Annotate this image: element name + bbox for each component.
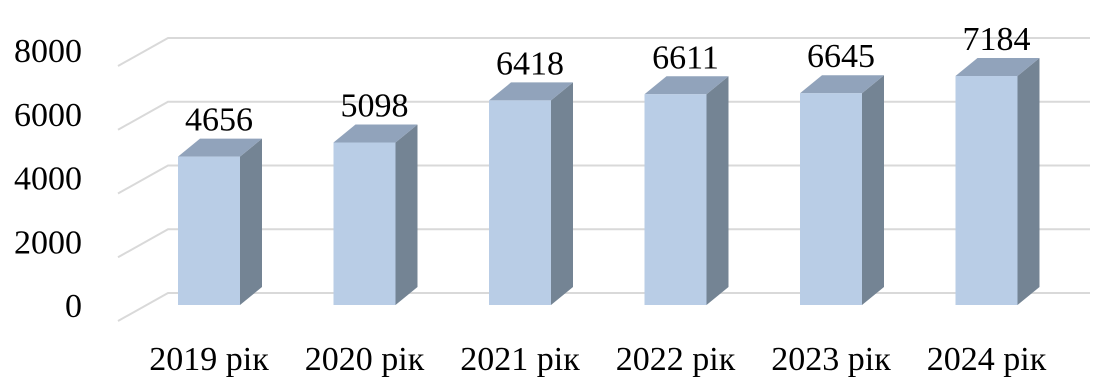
bar-side-face (1017, 58, 1040, 306)
bar-front-face (178, 156, 240, 305)
grid-line-6000 (117, 100, 1090, 131)
grid-line-0 (117, 292, 1090, 322)
bar-side-face (240, 138, 262, 305)
data-label-2023-рік: 6645 (807, 38, 875, 75)
bar-front-face (333, 142, 396, 305)
data-labels: 4656 5098 6418 6611 6645 7184 (185, 21, 1031, 139)
y-tick-label-0: 0 (65, 288, 82, 325)
bar-top-face (800, 75, 884, 94)
x-axis-category-labels: 2019 рік 2020 рік 2021 рік 2022 рік 2023 рік… (149, 341, 1046, 378)
bar-2020-рік (333, 124, 418, 305)
bar-top-face (489, 82, 573, 101)
y-tick-label-4000: 4000 (14, 161, 82, 198)
x-category-label-2022-рік: 2022 рік (616, 341, 736, 378)
grid-line-4000 (117, 164, 1090, 195)
bar-2019-рік (178, 138, 262, 305)
bar-2021-рік (489, 82, 573, 306)
data-label-2024-рік: 7184 (963, 21, 1031, 58)
x-category-label-2024-рік: 2024 рік (927, 341, 1047, 378)
bar-top-face (955, 58, 1040, 77)
bar-top-face (333, 124, 418, 143)
x-category-label-2021-рік: 2021 рік (460, 341, 580, 378)
x-category-label-2023-рік: 2023 рік (771, 341, 891, 378)
grid-line-8000 (117, 37, 1090, 67)
data-label-2020-рік: 5098 (341, 88, 409, 125)
bar-2024-рік (955, 58, 1040, 306)
bar-top-face (178, 138, 262, 157)
y-tick-label-8000: 8000 (14, 33, 82, 70)
y-tick-label-6000: 6000 (14, 97, 82, 134)
bar-top-face (644, 76, 729, 95)
bar-2022-рік (644, 76, 729, 305)
bar-side-face (862, 75, 884, 305)
bar-side-face (551, 82, 573, 306)
bar-side-face (395, 124, 418, 305)
data-label-2019-рік: 4656 (185, 102, 253, 139)
x-category-label-2019-рік: 2019 рік (149, 341, 269, 378)
data-label-2022-рік: 6611 (652, 39, 719, 76)
y-tick-label-2000: 2000 (14, 224, 82, 261)
grid-lines (117, 37, 1090, 322)
x-category-label-2020-рік: 2020 рік (305, 341, 425, 378)
data-label-2021-рік: 6418 (496, 45, 564, 82)
bar-front-face (955, 76, 1018, 305)
bar-side-face (706, 76, 729, 305)
bars (178, 58, 1040, 306)
y-axis-tick-labels: 0 2000 4000 6000 8000 (14, 33, 82, 325)
grid-line-2000 (117, 228, 1090, 259)
bar-front-face (489, 100, 551, 306)
bar-front-face (644, 94, 707, 305)
bar-front-face (800, 93, 862, 305)
bar-2023-рік (800, 75, 884, 305)
